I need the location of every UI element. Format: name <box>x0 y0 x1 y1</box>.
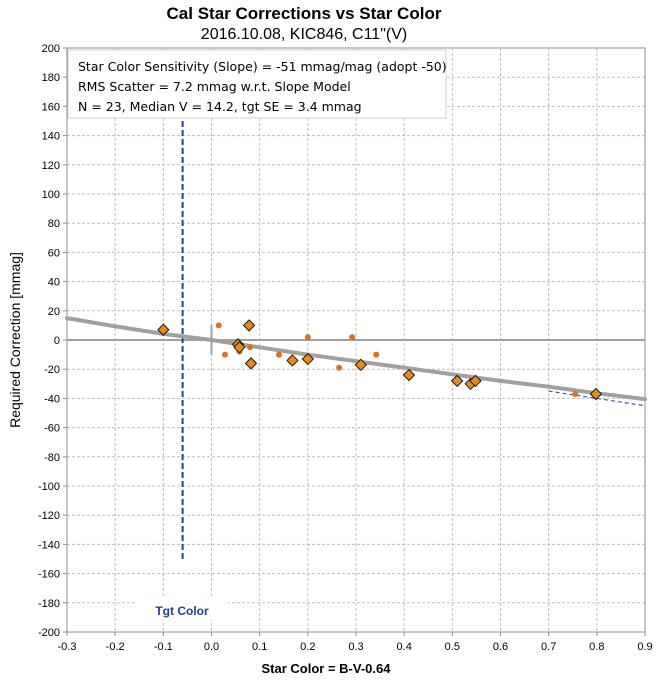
x-tick-label: -0.1 <box>154 641 173 653</box>
dot-point <box>247 344 254 351</box>
y-tick-label: 20 <box>48 306 60 318</box>
y-tick-label: 80 <box>48 218 60 230</box>
x-tick-label: 0.4 <box>397 641 412 653</box>
y-tick-label: 140 <box>42 131 60 143</box>
x-tick-label: -0.3 <box>58 641 77 653</box>
x-tick-label: -0.2 <box>106 641 125 653</box>
tgt-color-label: Tgt Color <box>155 604 209 618</box>
info-line-count: N = 23, Median V = 14.2, tgt SE = 3.4 mm… <box>78 99 362 114</box>
diamond-point <box>354 358 368 372</box>
x-tick-label: 0.8 <box>589 641 604 653</box>
dot-point <box>572 391 579 398</box>
info-line-slope: Star Color Sensitivity (Slope) = -51 mma… <box>78 59 447 74</box>
info-box: Star Color Sensitivity (Slope) = -51 mma… <box>67 49 447 119</box>
y-tick-label: -60 <box>44 423 60 435</box>
diamond-point <box>301 352 315 366</box>
diamond-point <box>450 374 464 388</box>
dot-point <box>221 351 228 358</box>
dot-point <box>349 334 356 341</box>
x-tick-label: 0.0 <box>204 641 219 653</box>
x-tick-label: 0.5 <box>445 641 460 653</box>
y-tick-label: 120 <box>42 160 60 172</box>
y-tick-label: -180 <box>38 598 60 610</box>
info-line-rms: RMS Scatter = 7.2 mmag w.r.t. Slope Mode… <box>78 79 351 94</box>
x-tick-label: 0.3 <box>348 641 363 653</box>
diamond-point <box>233 341 246 354</box>
y-tick-label: -140 <box>38 539 60 551</box>
diamond-point <box>402 368 416 382</box>
dot-point <box>373 351 380 358</box>
x-tick-label: 0.6 <box>493 641 508 653</box>
y-tick-label: 180 <box>42 72 60 84</box>
x-tick-label: 0.7 <box>541 641 556 653</box>
y-tick-label: -40 <box>44 393 60 405</box>
y-tick-label: 200 <box>42 43 60 55</box>
y-tick-label: 100 <box>42 189 60 201</box>
y-tick-label: -200 <box>38 627 60 639</box>
dot-point <box>215 322 222 329</box>
x-tick-label: 0.2 <box>300 641 315 653</box>
y-tick-label: -80 <box>44 452 60 464</box>
diamond-point <box>589 387 603 401</box>
y-tick-label: 40 <box>48 277 60 289</box>
plot-area: -0.3 -0.2 -0.1 0.0 0.1 0.2 0.3 0.4 0.5 0.6 0.7 0.8 0… <box>38 43 653 653</box>
y-tick-label: -100 <box>38 481 60 493</box>
diamond-point <box>286 354 299 367</box>
dot-point <box>275 351 282 358</box>
y-tick-label: 160 <box>42 101 60 113</box>
diamond-point <box>244 357 258 370</box>
info-box-frame <box>67 49 447 119</box>
diamond-point <box>242 319 256 332</box>
slope-line <box>548 390 646 407</box>
x-axis-label: Star Color = B-V-0.64 <box>262 661 392 676</box>
y-tick-label: -120 <box>38 510 60 522</box>
chart-subtitle: 2016.10.08, KIC846, C11"(V) <box>201 26 407 43</box>
dot-point <box>304 334 311 341</box>
diamond-point <box>157 323 170 336</box>
x-tick-label: 0.1 <box>252 641 267 653</box>
dot-point <box>336 364 343 371</box>
tgt-label-bg <box>136 598 228 620</box>
y-tick-label: -20 <box>44 364 60 376</box>
chart-title: Cal Star Corrections vs Star Color <box>167 4 442 23</box>
x-tick-label: 0.9 <box>637 641 652 653</box>
y-tick-label: 60 <box>48 247 60 259</box>
y-tick-label: 0 <box>54 335 60 347</box>
diamond-point <box>469 374 482 388</box>
y-tick-label: -160 <box>38 569 60 581</box>
y-axis-label: Required Correction [mmag] <box>7 252 23 428</box>
